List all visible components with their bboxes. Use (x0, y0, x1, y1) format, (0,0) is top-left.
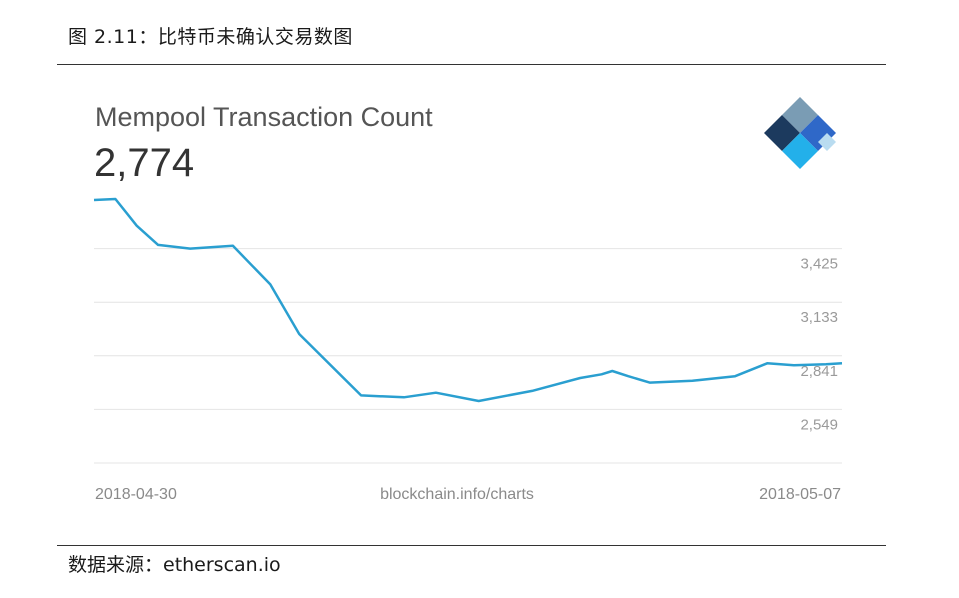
source-note: 数据来源：etherscan.io (68, 554, 281, 576)
logo-bottom-square (782, 133, 818, 169)
series-line (93, 197, 843, 403)
figure-caption: 图 2.11：比特币未确认交易数图 (68, 26, 353, 48)
source-divider (57, 545, 886, 546)
y-tick-label: 2,841 (800, 363, 838, 380)
caption-divider (57, 64, 886, 65)
watermark-label: blockchain.info/charts (380, 486, 534, 503)
y-tick-label: 3,425 (800, 256, 838, 273)
x-start-label: 2018-04-30 (95, 486, 177, 503)
blockchain-logo-icon (764, 97, 836, 169)
chart-title: Mempool Transaction Count (95, 102, 433, 132)
logo-accent-square (818, 133, 836, 151)
mempool-chart: Mempool Transaction Count 2,774 3,425 3,1… (93, 97, 843, 503)
x-end-label: 2018-05-07 (759, 486, 841, 503)
current-value: 2,774 (94, 141, 194, 185)
y-tick-label: 3,133 (800, 309, 838, 326)
y-tick-label: 2,549 (800, 416, 838, 433)
